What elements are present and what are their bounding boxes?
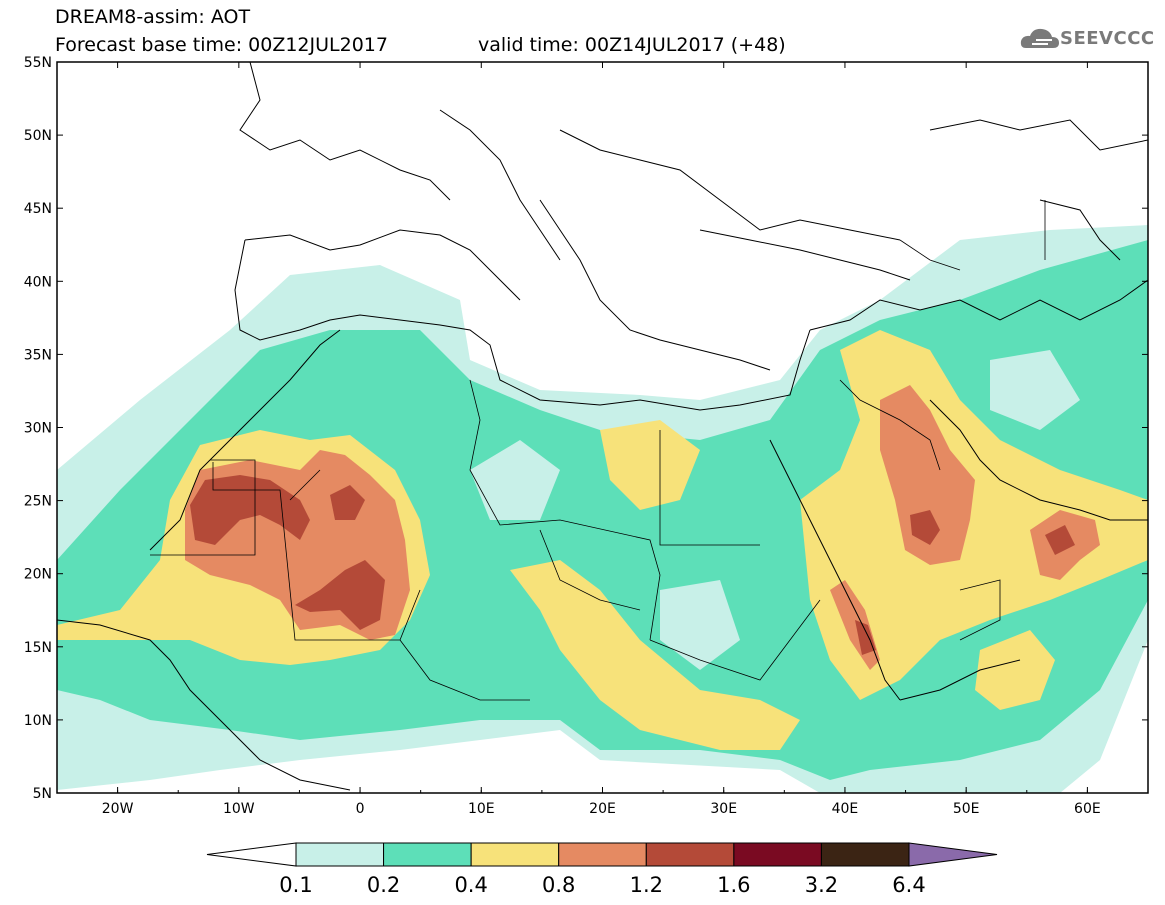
colorbar-box	[470, 842, 560, 867]
colorbar-under-triangle	[206, 842, 297, 867]
lon-label: 20W	[102, 801, 134, 817]
colorbar-label: 1.2	[630, 873, 663, 897]
lon-label: 10W	[223, 801, 255, 817]
colorbar-label: 6.4	[892, 873, 925, 897]
lat-label: 35N	[24, 347, 52, 363]
lat-label: 20N	[24, 567, 52, 583]
lon-label: 40E	[832, 801, 859, 817]
lat-label: 50N	[24, 128, 52, 144]
lat-label: 5N	[33, 786, 52, 802]
lon-label: 20E	[589, 801, 616, 817]
colorbar: 0.1 0.2 0.4 0.8 1.2 1.6 3.2 6.4	[206, 842, 998, 897]
lon-label: 0	[356, 801, 365, 817]
colorbar-box	[558, 842, 647, 867]
lat-label: 45N	[24, 201, 52, 217]
colorbar-label: 3.2	[805, 873, 838, 897]
aot-field	[57, 225, 1148, 793]
lon-label: 10E	[468, 801, 495, 817]
colorbar-over-triangle	[908, 842, 998, 867]
lat-label: 25N	[24, 494, 52, 510]
lon-label: 30E	[710, 801, 737, 817]
latitude-axis: 55N 50N 45N 40N 35N 30N 25N 20N 15N 10N 5N	[24, 55, 1148, 802]
colorbar-box	[383, 842, 472, 867]
forecast-base-time: Forecast base time: 00Z12JUL2017	[55, 34, 388, 56]
lon-label: 50E	[953, 801, 980, 817]
coastlines	[57, 62, 1148, 791]
colorbar-label: 0.8	[542, 873, 575, 897]
colorbar-box	[733, 842, 822, 867]
borders	[150, 200, 1046, 701]
lat-label: 55N	[24, 55, 52, 71]
colorbar-box	[295, 842, 385, 867]
colorbar-label: 0.4	[454, 873, 487, 897]
lat-label: 30N	[24, 421, 52, 437]
cloud-icon	[1020, 28, 1059, 48]
lon-label: 60E	[1074, 801, 1101, 817]
lat-label: 15N	[24, 640, 52, 656]
colorbar-label: 0.2	[367, 873, 400, 897]
lat-label: 40N	[24, 274, 52, 290]
logo-text: SEEVCCC	[1060, 28, 1155, 49]
longitude-axis: 20W 10W 0 10E 20E 30E 40E 50E 60E	[56, 62, 1149, 817]
colorbar-label: 0.1	[279, 873, 312, 897]
valid-time: valid time: 00Z14JUL2017 (+48)	[478, 34, 786, 56]
colorbar-label: 1.6	[717, 873, 750, 897]
colorbar-box	[645, 842, 735, 867]
colorbar-box	[820, 842, 910, 867]
map-title: DREAM8-assim: AOT	[55, 6, 251, 28]
lat-label: 10N	[24, 713, 52, 729]
